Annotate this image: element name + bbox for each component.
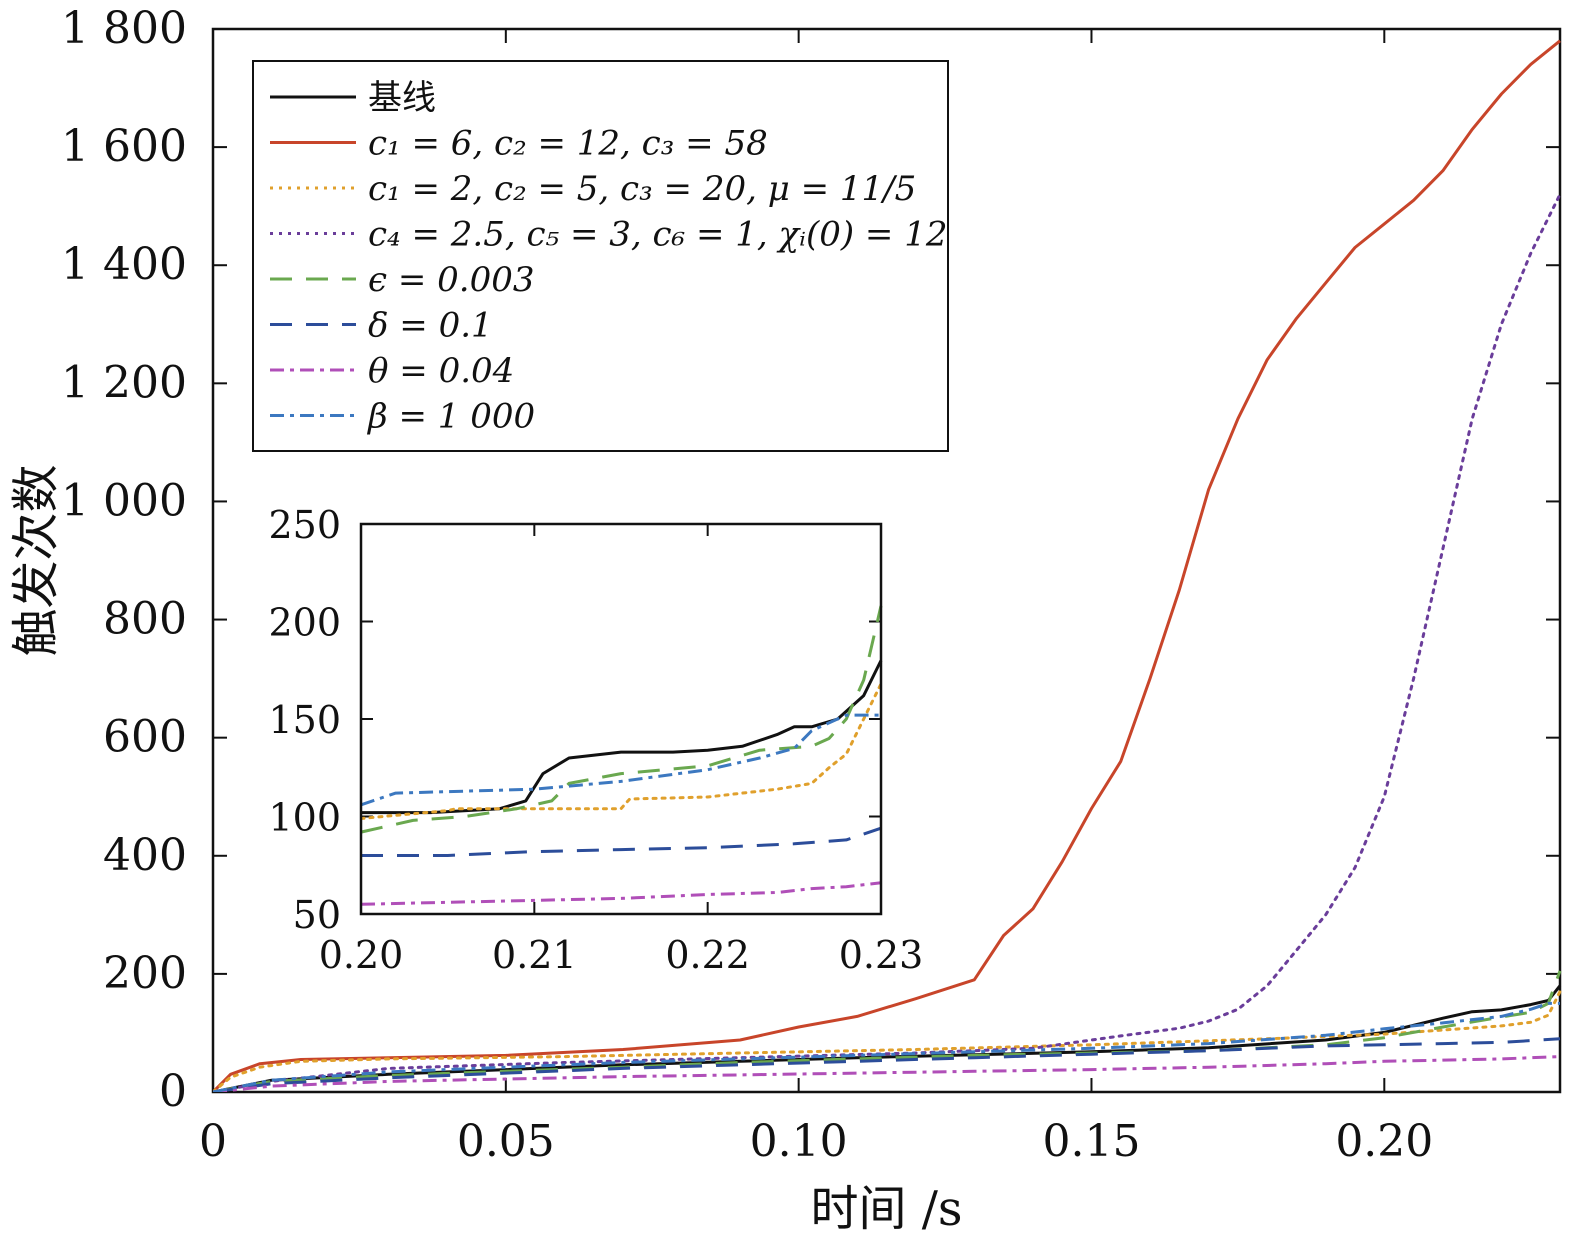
legend-box — [252, 60, 949, 452]
inset-plot: 0.20 0.21 0.22 0.23 50 100 150 200 250 — [268, 503, 923, 977]
x-axis-title: 时间 /s — [810, 1181, 962, 1237]
legend-label: δ = 0.1 — [368, 306, 493, 346]
y-axis-title: 触发次数 — [8, 464, 64, 656]
legend-item-1: c₁ = 6, c₂ = 12, c₃ = 58 — [270, 124, 768, 164]
main-series-line-5 — [213, 1037, 1561, 1092]
legend-label: c₁ = 6, c₂ = 12, c₃ = 58 — [368, 124, 768, 164]
main-series-line-3 — [213, 192, 1562, 1092]
inset-y-tick-label: 150 — [268, 698, 341, 742]
inset-series-line-3 — [361, 826, 882, 857]
main-x-tick-label: 0.10 — [750, 1116, 848, 1167]
main-plot: 0 0.05 0.10 0.15 0.20 0 200 400 600 800 1 000 1 200… — [8, 3, 1562, 1237]
main-series-line-1 — [213, 39, 1561, 1092]
inset-series-line-5 — [361, 713, 881, 807]
legend-item-7: β = 1 000 — [270, 397, 535, 437]
main-series-group — [213, 39, 1562, 1092]
inset-series-line-2 — [361, 605, 883, 834]
main-y-tick-label: 200 — [103, 948, 187, 999]
main-y-tick-label: 1 600 — [61, 121, 187, 172]
main-y-tick-label: 600 — [103, 712, 187, 763]
main-x-tick-label: 0.20 — [1335, 1116, 1433, 1167]
main-y-tick-label: 1 000 — [61, 475, 187, 526]
main-axis-ticks: 0 0.05 0.10 0.15 0.20 0 200 400 600 800 1 000 1 200… — [61, 3, 1560, 1167]
inset-y-tick-label: 200 — [268, 601, 341, 645]
legend-label: θ = 0.04 — [368, 351, 514, 391]
legend-item-4: ϵ = 0.003 — [270, 260, 534, 300]
legend-label: c₄ = 2.5, c₅ = 3, c₆ = 1, χᵢ(0) = 12 — [368, 215, 947, 255]
inset-series-group — [361, 605, 883, 906]
main-series-line-2 — [213, 990, 1562, 1092]
main-y-tick-label: 1 400 — [61, 239, 187, 290]
legend-label: β = 1 000 — [366, 397, 535, 437]
legend-item-2: c₁ = 2, c₂ = 5, c₃ = 20, μ = 11/5 — [270, 169, 916, 209]
inset-y-tick-label: 50 — [293, 893, 341, 937]
main-series-line-0 — [213, 984, 1562, 1092]
main-plot-frame — [211, 27, 1562, 1094]
legend-label: ϵ = 0.003 — [368, 260, 534, 300]
inset-plot-frame — [359, 522, 883, 916]
inset-x-tick-label: 0.21 — [492, 933, 577, 977]
inset-x-tick-label: 0.22 — [665, 933, 750, 977]
legend-label: c₁ = 2, c₂ = 5, c₃ = 20, μ = 11/5 — [368, 169, 916, 209]
main-y-tick-label: 1 800 — [61, 3, 187, 54]
legend-item-5: δ = 0.1 — [270, 306, 493, 346]
legend-label: 基线 — [368, 78, 436, 118]
legend: 基线 c₁ = 6, c₂ = 12, c₃ = 58 c₁ = 2, c₂ = 5… — [252, 60, 949, 452]
inset-series-line-1 — [361, 682, 883, 820]
inset-x-tick-label: 0.20 — [319, 933, 404, 977]
legend-items: 基线 c₁ = 6, c₂ = 12, c₃ = 58 c₁ = 2, c₂ = 5… — [270, 78, 947, 437]
inset-series-line-0 — [361, 659, 883, 815]
inset-y-tick-label: 250 — [268, 503, 341, 547]
main-x-tick-label: 0.05 — [457, 1116, 555, 1167]
main-y-tick-label: 400 — [103, 830, 187, 881]
legend-item-3: c₄ = 2.5, c₅ = 3, c₆ = 1, χᵢ(0) = 12 — [270, 215, 947, 255]
legend-item-6: θ = 0.04 — [270, 351, 514, 391]
main-y-tick-label: 1 200 — [61, 357, 187, 408]
legend-item-0: 基线 — [270, 78, 436, 118]
main-y-tick-label: 0 — [159, 1066, 187, 1117]
main-series-line-7 — [213, 1001, 1560, 1092]
inset-axis-ticks: 0.20 0.21 0.22 0.23 50 100 150 200 250 — [268, 503, 923, 977]
main-y-tick-label: 800 — [103, 594, 187, 645]
main-x-tick-label: 0.15 — [1042, 1116, 1140, 1167]
main-x-tick-label: 0 — [199, 1116, 227, 1167]
inset-y-tick-label: 100 — [268, 796, 341, 840]
main-series-line-6 — [213, 1055, 1561, 1092]
inset-x-tick-label: 0.23 — [839, 933, 924, 977]
